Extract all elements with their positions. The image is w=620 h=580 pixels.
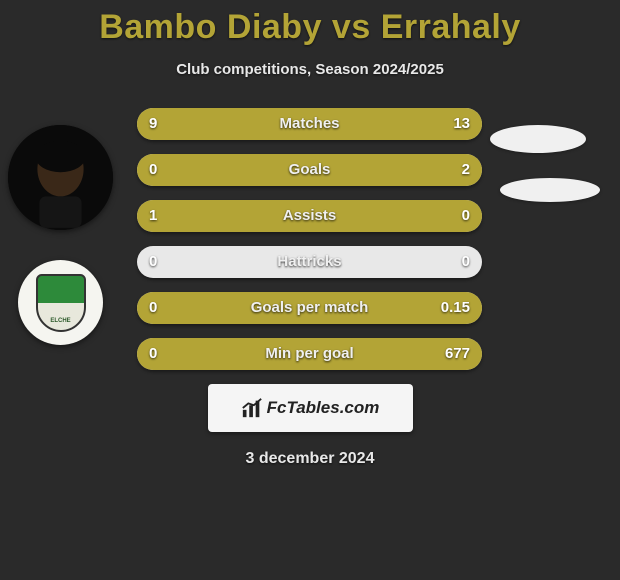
metric-row: 913Matches <box>137 108 482 140</box>
metric-row: 00.15Goals per match <box>137 292 482 324</box>
metric-row: 10Assists <box>137 200 482 232</box>
metric-label: Assists <box>137 200 482 232</box>
metric-label: Goals <box>137 154 482 186</box>
player1-avatar <box>8 125 113 230</box>
metric-row: 02Goals <box>137 154 482 186</box>
metric-label: Goals per match <box>137 292 482 324</box>
metric-row: 0677Min per goal <box>137 338 482 370</box>
footer-brand-text: FcTables.com <box>267 398 380 418</box>
chart-icon <box>241 397 263 419</box>
metric-row: 00Hattricks <box>137 246 482 278</box>
subtitle: Club competitions, Season 2024/2025 <box>0 61 620 78</box>
footer-brand[interactable]: FcTables.com <box>208 384 413 432</box>
metric-label: Min per goal <box>137 338 482 370</box>
decorative-ellipse-1 <box>490 125 586 153</box>
player2-club-badge <box>18 260 103 345</box>
elche-badge-icon <box>36 274 86 332</box>
date-label: 3 december 2024 <box>0 450 620 468</box>
metric-label: Matches <box>137 108 482 140</box>
metric-label: Hattricks <box>137 246 482 278</box>
decorative-ellipse-2 <box>500 178 600 202</box>
page-title: Bambo Diaby vs Errahaly <box>0 8 620 47</box>
stats-card: Bambo Diaby vs Errahaly Club competition… <box>0 0 620 580</box>
